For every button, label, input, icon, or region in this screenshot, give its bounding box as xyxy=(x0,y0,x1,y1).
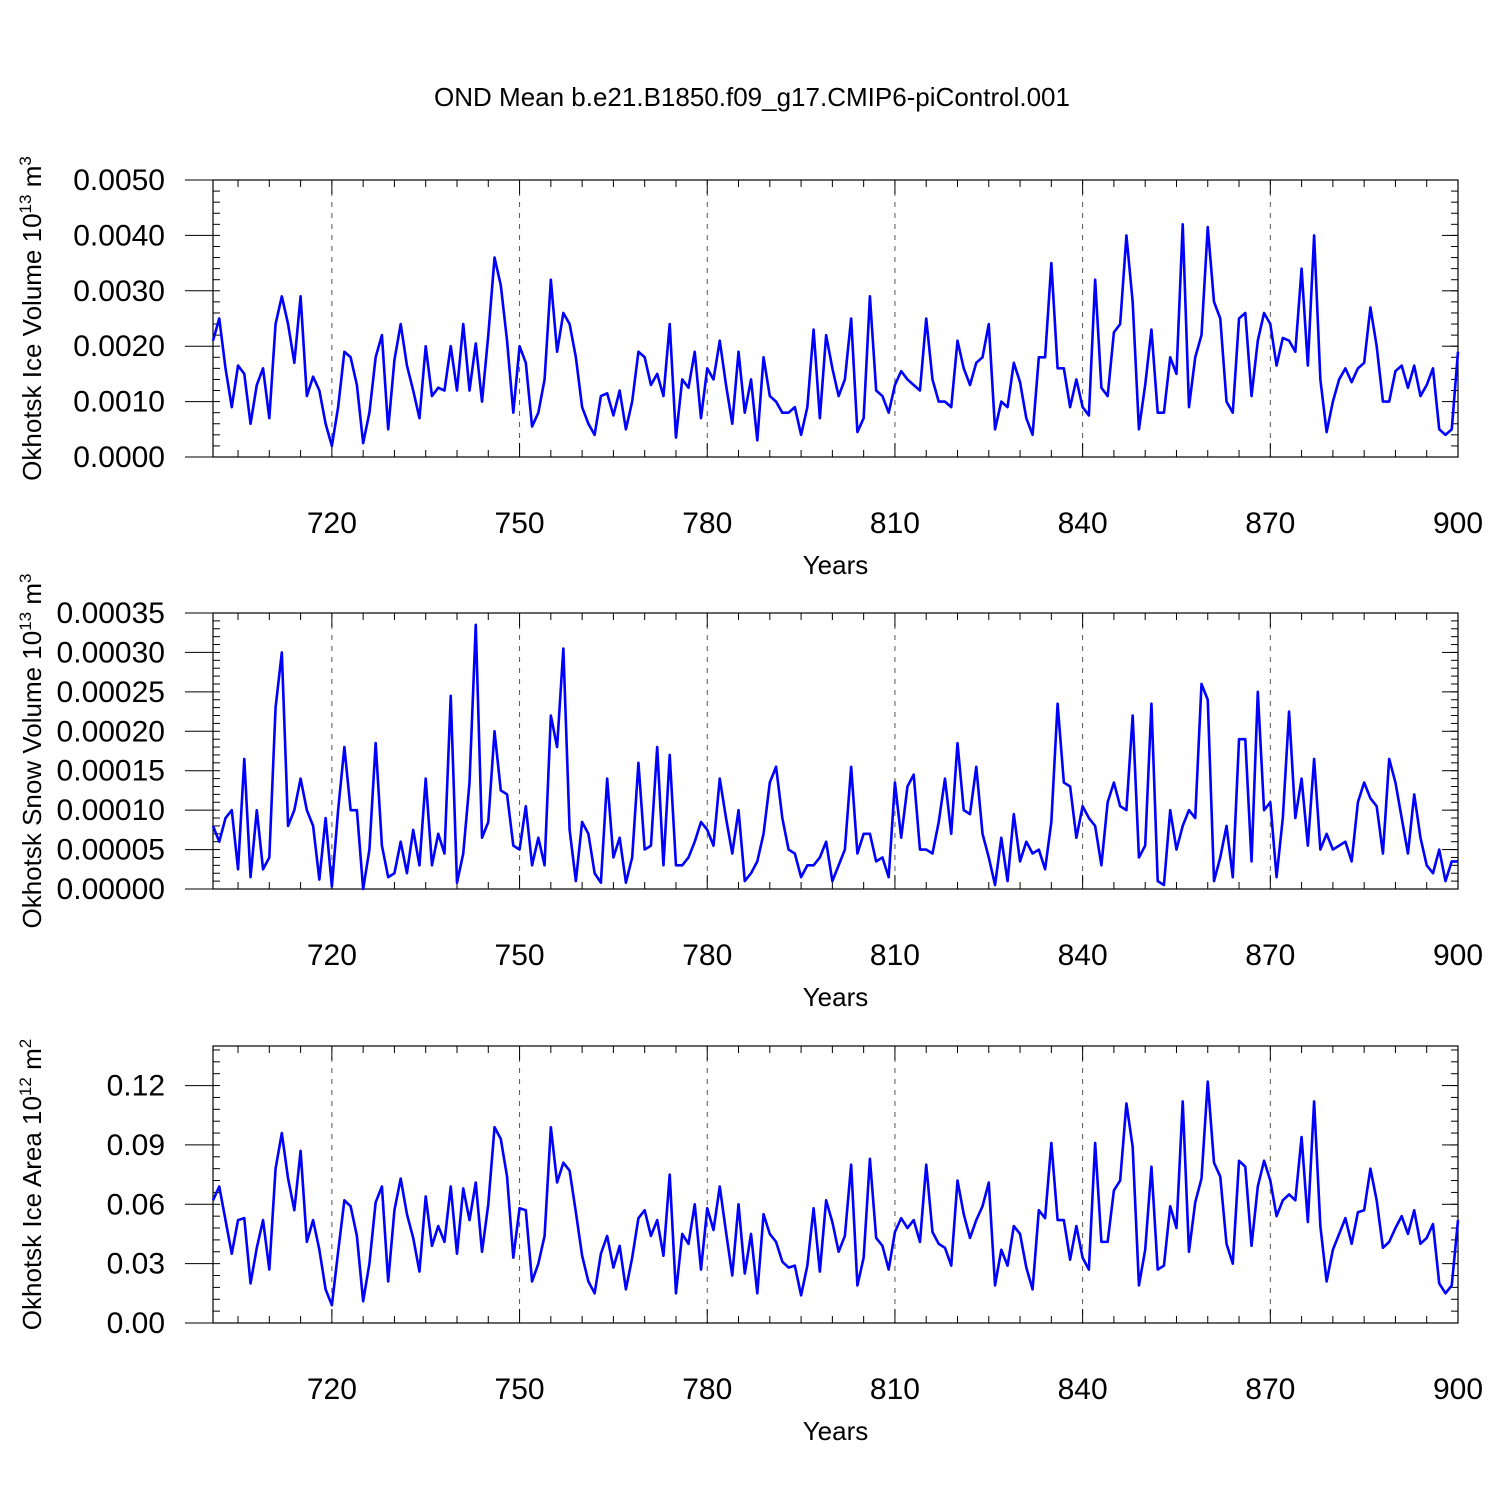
x-tick-label: 720 xyxy=(307,507,357,540)
y-tick-label: 0.00010 xyxy=(57,794,165,827)
panel-ice-volume: 0.0000 0.0010 0.0020 0.0030 0.0040 0.0050 720 7… xyxy=(16,156,1483,580)
x-axis-label: Years xyxy=(803,982,869,1012)
series-line xyxy=(211,1080,1460,1307)
x-tick-label: 870 xyxy=(1245,507,1295,540)
series-line xyxy=(211,623,1458,891)
y-tick-label: 0.0000 xyxy=(73,441,165,474)
x-tick-label: 750 xyxy=(495,507,545,540)
y-tick-label: 0.0040 xyxy=(73,219,165,252)
y-axis-label: Okhotsk Ice Volume 1013 m3 xyxy=(16,156,47,481)
y-tick-label: 0.00030 xyxy=(57,636,165,669)
x-tick-label: 870 xyxy=(1245,1373,1295,1406)
x-axis-label: Years xyxy=(803,550,869,580)
series-line xyxy=(211,223,1460,448)
x-tick-label: 780 xyxy=(682,507,732,540)
y-tick-label: 0.03 xyxy=(107,1248,165,1281)
figure-title: OND Mean b.e21.B1850.f09_g17.CMIP6-piCon… xyxy=(434,82,1070,112)
x-tick-label: 840 xyxy=(1058,507,1108,540)
y-axis-label: Okhotsk Ice Area 1012 m2 xyxy=(16,1039,47,1330)
y-tick-label: 0.00015 xyxy=(57,755,165,788)
y-tick-label: 0.0050 xyxy=(73,164,165,197)
plot-frame xyxy=(212,612,1459,890)
x-tick-label: 750 xyxy=(495,1373,545,1406)
x-tick-label: 750 xyxy=(495,939,545,972)
x-tick-label: 810 xyxy=(870,507,920,540)
y-tick-label: 0.0010 xyxy=(73,386,165,419)
x-axis-label: Years xyxy=(803,1416,869,1446)
panel-ice-area: 0.00 0.03 0.06 0.09 0.12 720 750 780 810 840 870 90… xyxy=(16,1039,1483,1446)
x-tick-label: 840 xyxy=(1058,1373,1108,1406)
plot-frame xyxy=(212,179,1459,458)
x-tick-label: 900 xyxy=(1433,1373,1483,1406)
y-tick-label: 0.00035 xyxy=(57,597,165,630)
y-tick-label: 0.09 xyxy=(107,1129,165,1162)
y-tick-label: 0.00000 xyxy=(57,873,165,906)
y-tick-label: 0.00025 xyxy=(57,676,165,709)
x-tick-label: 900 xyxy=(1433,939,1483,972)
x-tick-label: 780 xyxy=(682,939,732,972)
panel-snow-volume: 0.00000 0.00005 0.00010 0.00015 0.00020 0.000… xyxy=(16,574,1483,1013)
x-tick-label: 840 xyxy=(1058,939,1108,972)
y-tick-label: 0.06 xyxy=(107,1188,165,1221)
y-tick-label: 0.00 xyxy=(107,1307,165,1340)
plot-frame xyxy=(212,1045,1459,1324)
y-tick-label: 0.0020 xyxy=(73,330,165,363)
x-tick-label: 780 xyxy=(682,1373,732,1406)
y-tick-label: 0.0030 xyxy=(73,275,165,308)
y-tick-label: 0.00020 xyxy=(57,715,165,748)
x-tick-label: 720 xyxy=(307,939,357,972)
y-tick-label: 0.00005 xyxy=(57,834,165,867)
x-tick-label: 810 xyxy=(870,1373,920,1406)
x-tick-label: 810 xyxy=(870,939,920,972)
y-axis-label: Okhotsk Snow Volume 1013 m3 xyxy=(16,574,47,929)
y-tick-label: 0.12 xyxy=(107,1070,165,1103)
x-tick-label: 870 xyxy=(1245,939,1295,972)
x-tick-label: 900 xyxy=(1433,507,1483,540)
x-tick-label: 720 xyxy=(307,1373,357,1406)
